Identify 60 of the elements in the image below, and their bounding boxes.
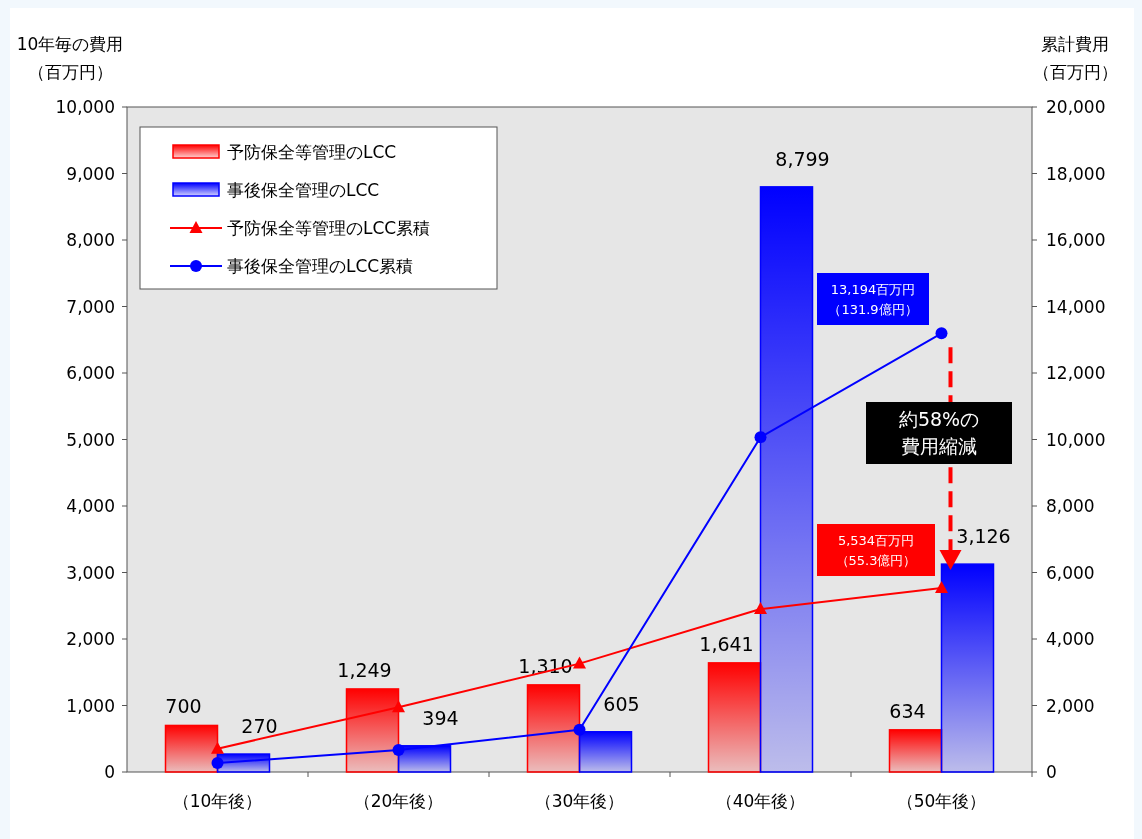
y2-tick-label: 4,000: [1046, 629, 1095, 649]
annotation: 13,194百万円（131.9億円）: [828, 281, 918, 317]
x-tick-label: （10年後）: [172, 791, 263, 811]
y2-tick-label: 6,000: [1046, 562, 1095, 583]
y-axis-title: 10年毎の費用（百万円）: [16, 34, 124, 82]
y-tick-label: 10,000: [55, 97, 115, 117]
y-tick-label: 6,000: [66, 363, 115, 383]
legend-label: 事後保全管理のLCC: [227, 180, 380, 200]
bar: [940, 563, 995, 773]
y2-tick-label: 20,000: [1046, 97, 1106, 117]
point: [573, 656, 586, 669]
y-tick-label: 0: [104, 762, 115, 782]
data-label: 3,126: [956, 525, 1011, 548]
data-label: 270: [241, 715, 278, 738]
y-tick-label: 1,000: [66, 695, 115, 716]
point: [392, 700, 405, 713]
annotation: 約58%の費用縮減: [898, 408, 980, 458]
legend-label: 予防保全等管理のLCC累積: [227, 218, 431, 238]
data-label: 1,641: [699, 632, 754, 655]
data-label: 1,249: [337, 658, 392, 681]
y2-tick-label: 16,000: [1046, 230, 1106, 250]
point: [211, 741, 224, 754]
y2-tick-label: 2,000: [1046, 695, 1095, 716]
legend-label: 事後保全管理のLCC累積: [227, 256, 414, 276]
y2-tick-label: 18,000: [1046, 163, 1106, 184]
y-tick-label: 7,000: [66, 296, 115, 317]
point: [392, 744, 405, 757]
y-tick-label: 9,000: [66, 163, 115, 184]
bar: [888, 729, 943, 773]
x-tick-label: （20年後）: [353, 791, 444, 811]
y2-tick-label: 10,000: [1046, 429, 1106, 450]
bar: [707, 662, 762, 773]
data-label: 1,310: [518, 654, 573, 677]
data-label: 700: [165, 695, 202, 718]
data-label: 394: [422, 706, 459, 729]
point: [211, 757, 224, 770]
y2-tick-label: 8,000: [1046, 496, 1095, 516]
x-tick-label: （40年後）: [715, 791, 806, 811]
y-tick-label: 8,000: [66, 230, 115, 250]
point: [573, 723, 586, 736]
point: [754, 431, 767, 444]
point: [935, 580, 948, 593]
y2-tick-label: 0: [1046, 762, 1057, 782]
bar: [526, 684, 581, 773]
y-tick-label: 4,000: [66, 496, 115, 516]
y-tick-label: 2,000: [66, 629, 115, 649]
annotation: 5,534百万円（55.3億円）: [835, 532, 917, 568]
y2-tick-label: 12,000: [1046, 363, 1106, 383]
y2-tick-label: 14,000: [1046, 296, 1106, 317]
y2-axis-title: 累計費用（百万円）: [1032, 34, 1118, 82]
data-label: 8,799: [775, 147, 830, 170]
y-tick-label: 5,000: [66, 429, 115, 450]
x-tick-label: （30年後）: [534, 791, 625, 811]
legend-label: 予防保全等管理のLCC: [227, 142, 397, 162]
x-tick-label: （50年後）: [896, 791, 987, 811]
data-label: 605: [603, 692, 640, 715]
data-label: 634: [889, 699, 926, 722]
point: [935, 327, 948, 340]
y-tick-label: 3,000: [66, 562, 115, 583]
point: [754, 602, 767, 615]
